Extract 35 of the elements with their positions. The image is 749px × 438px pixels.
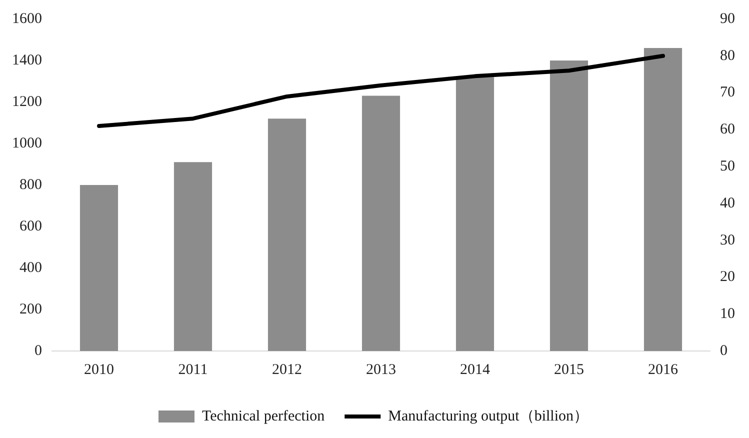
y2-tick-label: 40	[720, 195, 735, 212]
y2-tick-label: 0	[720, 342, 728, 359]
y2-tick-label: 60	[720, 122, 735, 138]
x-tick-label: 2014	[460, 362, 490, 378]
y2-tick-label: 10	[720, 306, 735, 322]
x-tick-label: 2016	[648, 362, 678, 378]
y-tick-label: 1600	[12, 10, 42, 27]
x-tick-label: 2011	[178, 362, 208, 378]
bar	[550, 60, 588, 351]
y-tick-label: 1400	[12, 52, 42, 68]
x-tick-label: 2015	[554, 362, 584, 378]
y2-tick-label: 90	[720, 10, 735, 27]
y-tick-label: 1000	[12, 135, 42, 152]
legend-label: Technical perfection	[202, 408, 326, 424]
bar	[80, 185, 118, 351]
x-tick-label: 2012	[272, 362, 302, 378]
y2-tick-label: 30	[720, 232, 735, 248]
y-tick-label: 0	[34, 342, 42, 359]
y-tick-label: 1200	[12, 94, 42, 110]
legend-label: Manufacturing output（billion）	[388, 408, 589, 424]
x-tick-label: 2010	[84, 362, 114, 378]
y2-tick-label: 20	[720, 269, 735, 286]
y2-tick-label: 70	[720, 84, 735, 101]
bar	[268, 118, 306, 351]
bar	[174, 162, 212, 351]
y-tick-label: 200	[20, 301, 42, 318]
y-tick-label: 800	[20, 176, 42, 193]
y-tick-label: 600	[20, 218, 42, 234]
bar	[456, 77, 494, 351]
y2-tick-label: 50	[720, 158, 735, 174]
bar	[644, 48, 682, 351]
y-tick-label: 400	[20, 260, 42, 276]
x-tick-label: 2013	[366, 362, 396, 378]
bar	[362, 96, 400, 351]
y2-tick-label: 80	[720, 48, 735, 64]
